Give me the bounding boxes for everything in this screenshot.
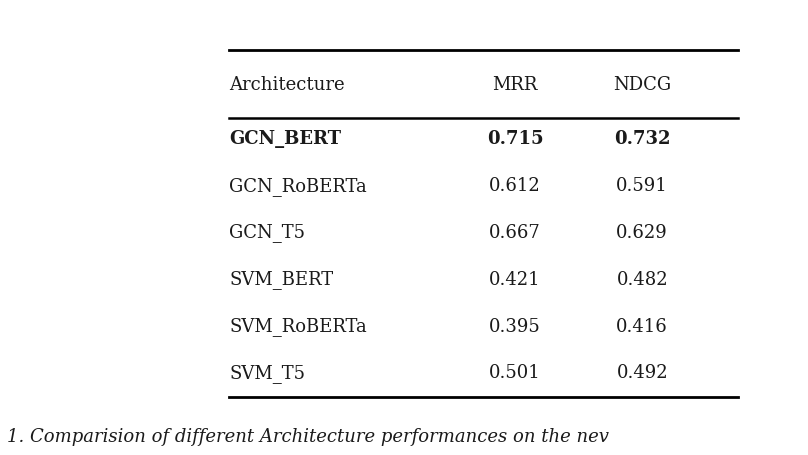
Text: 0.715: 0.715 xyxy=(487,130,544,148)
Text: 0.732: 0.732 xyxy=(614,130,671,148)
Text: 0.416: 0.416 xyxy=(617,318,668,335)
Text: MRR: MRR xyxy=(493,76,538,94)
Text: 0.501: 0.501 xyxy=(490,364,541,382)
Text: 0.492: 0.492 xyxy=(617,364,668,382)
Text: GCN_RoBERTa: GCN_RoBERTa xyxy=(229,177,367,196)
Text: SVM_BERT: SVM_BERT xyxy=(229,270,334,289)
Text: 0.482: 0.482 xyxy=(617,271,668,288)
Text: GCN_T5: GCN_T5 xyxy=(229,223,305,243)
Text: GCN_BERT: GCN_BERT xyxy=(229,130,341,148)
Text: 0.667: 0.667 xyxy=(490,224,541,242)
Text: 0.395: 0.395 xyxy=(490,318,541,335)
Text: Architecture: Architecture xyxy=(229,76,345,94)
Text: 0.629: 0.629 xyxy=(617,224,668,242)
Text: 0.591: 0.591 xyxy=(617,177,668,195)
Text: SVM_T5: SVM_T5 xyxy=(229,364,305,383)
Text: 1. Comparision of different Architecture performances on the nev: 1. Comparision of different Architecture… xyxy=(7,428,608,445)
Text: 0.421: 0.421 xyxy=(490,271,541,288)
Text: 0.612: 0.612 xyxy=(490,177,541,195)
Text: NDCG: NDCG xyxy=(613,76,671,94)
Text: SVM_RoBERTa: SVM_RoBERTa xyxy=(229,317,367,336)
